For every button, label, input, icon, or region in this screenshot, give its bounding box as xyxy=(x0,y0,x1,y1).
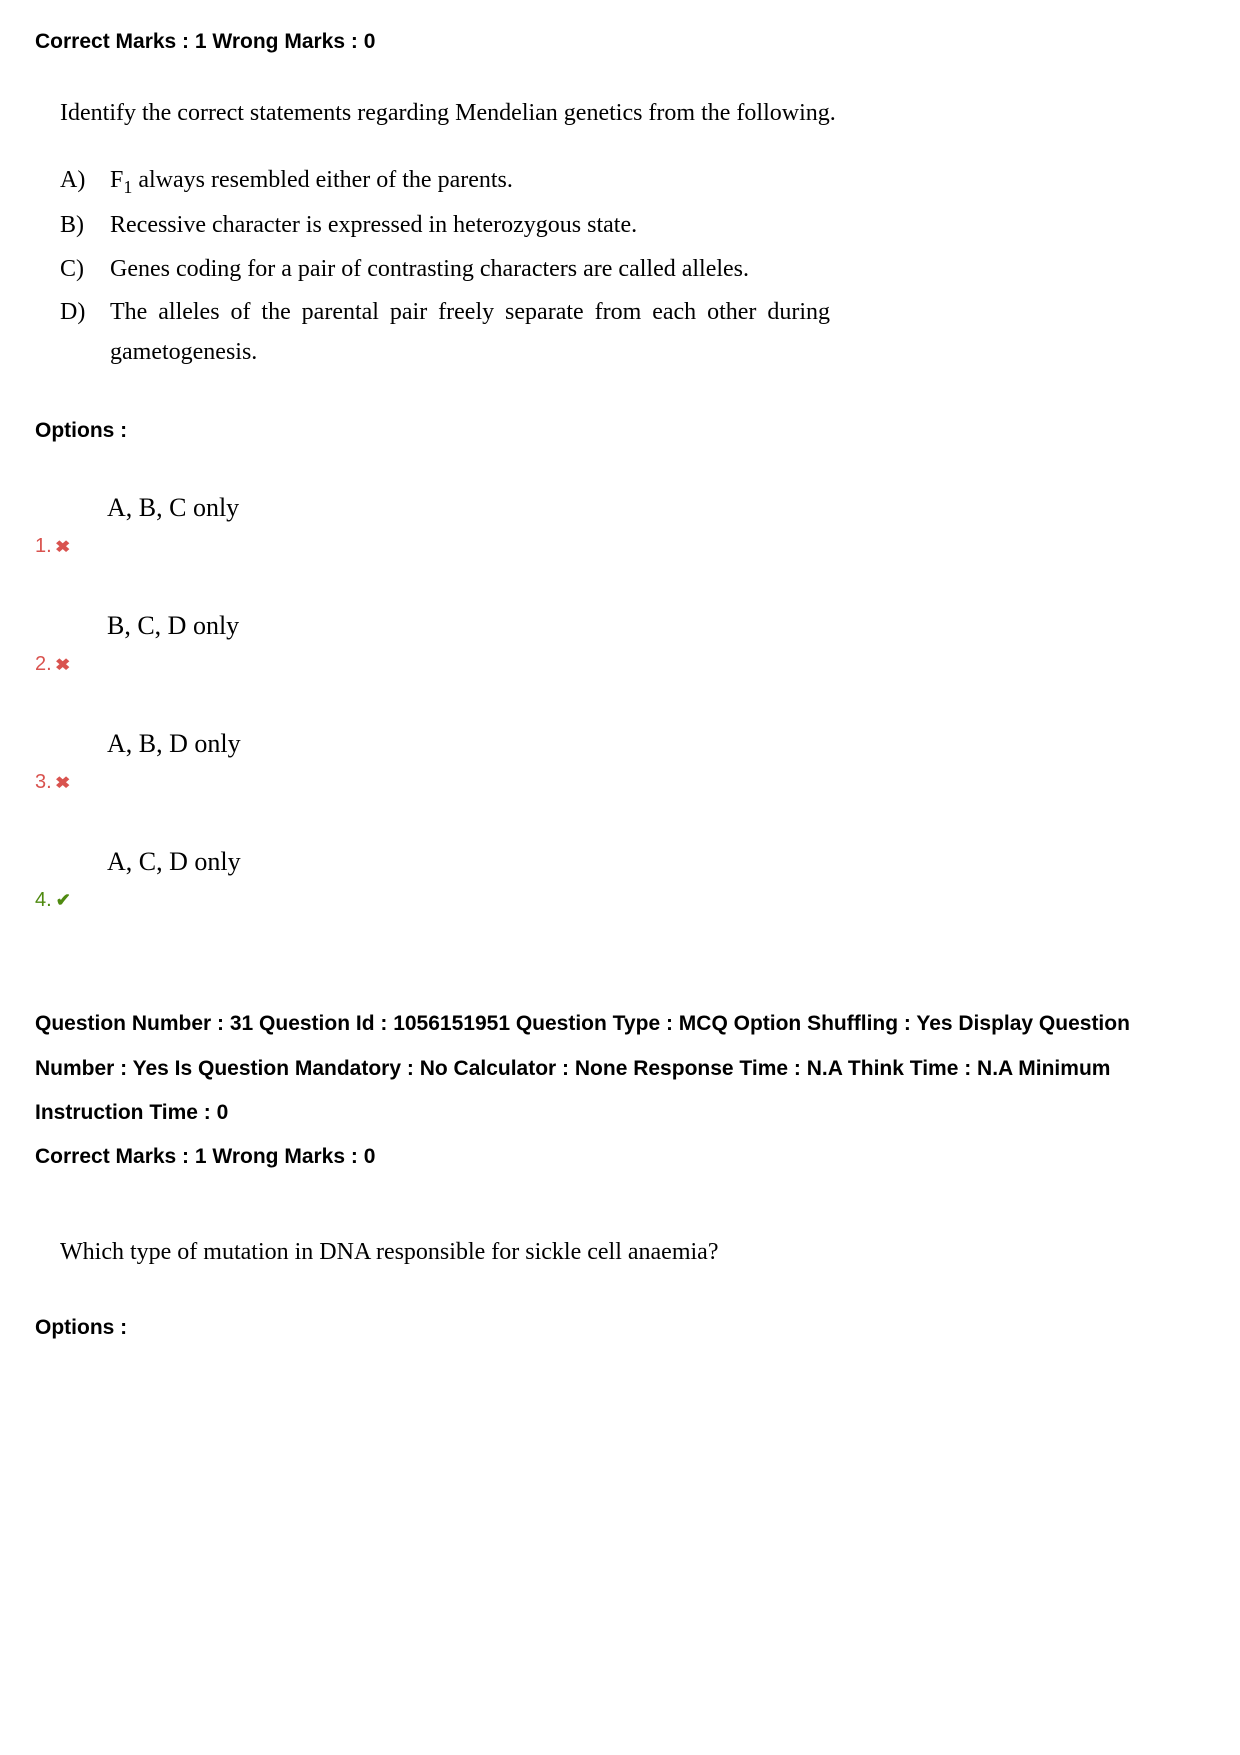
statements-table: A) F1 always resembled either of the par… xyxy=(60,159,830,375)
option-4-num: 4. xyxy=(35,889,52,912)
cross-icon: ✖ xyxy=(55,655,70,675)
option-1-text: A, B, C only xyxy=(35,458,1205,535)
stmt-a-pre: F xyxy=(110,167,123,193)
option-2-num: 2. xyxy=(35,653,52,676)
check-icon: ✔ xyxy=(56,890,71,911)
statement-label-a: A) xyxy=(60,159,110,204)
cross-icon: ✖ xyxy=(55,537,70,557)
statement-row-d: D) The alleles of the parental pair free… xyxy=(60,291,830,374)
question-1-stem: Identify the correct statements regardin… xyxy=(60,94,1205,134)
option-3-num: 3. xyxy=(35,771,52,794)
statement-label-d: D) xyxy=(60,291,110,374)
option-3-marker: 3. ✖ xyxy=(35,771,1205,794)
options-heading-2: Options : xyxy=(35,1316,1205,1340)
statement-row-a: A) F1 always resembled either of the par… xyxy=(60,159,830,204)
cross-icon: ✖ xyxy=(55,773,70,793)
statement-row-c: C) Genes coding for a pair of contrastin… xyxy=(60,248,830,292)
statement-text-b: Recessive character is expressed in hete… xyxy=(110,204,830,248)
option-3: A, B, D only 3. ✖ xyxy=(35,694,1205,794)
option-2-text: B, C, D only xyxy=(35,576,1205,653)
marks-line-2: Correct Marks : 1 Wrong Marks : 0 xyxy=(35,1145,1205,1169)
option-4-marker: 4. ✔ xyxy=(35,889,1205,912)
option-4: A, C, D only 4. ✔ xyxy=(35,812,1205,912)
option-2-marker: 2. ✖ xyxy=(35,653,1205,676)
question-2-stem: Which type of mutation in DNA responsibl… xyxy=(35,1209,1205,1266)
marks-line-1: Correct Marks : 1 Wrong Marks : 0 xyxy=(35,30,1205,54)
stmt-a-sub: 1 xyxy=(123,176,132,196)
option-4-text: A, C, D only xyxy=(35,812,1205,889)
statement-label-b: B) xyxy=(60,204,110,248)
statement-text-a: F1 always resembled either of the parent… xyxy=(110,159,830,204)
stmt-a-post: always resembled either of the parents. xyxy=(132,167,513,193)
option-3-text: A, B, D only xyxy=(35,694,1205,771)
question-1-body: Identify the correct statements regardin… xyxy=(35,94,1205,374)
statement-text-c: Genes coding for a pair of contrasting c… xyxy=(110,248,830,292)
options-heading-1: Options : xyxy=(35,419,1205,443)
statement-text-d: The alleles of the parental pair freely … xyxy=(110,291,830,374)
statement-row-b: B) Recessive character is expressed in h… xyxy=(60,204,830,248)
statement-label-c: C) xyxy=(60,248,110,292)
option-1-num: 1. xyxy=(35,535,52,558)
option-1: A, B, C only 1. ✖ xyxy=(35,458,1205,558)
option-1-marker: 1. ✖ xyxy=(35,535,1205,558)
question-2-meta: Question Number : 31 Question Id : 10561… xyxy=(35,1002,1205,1134)
option-2: B, C, D only 2. ✖ xyxy=(35,576,1205,676)
